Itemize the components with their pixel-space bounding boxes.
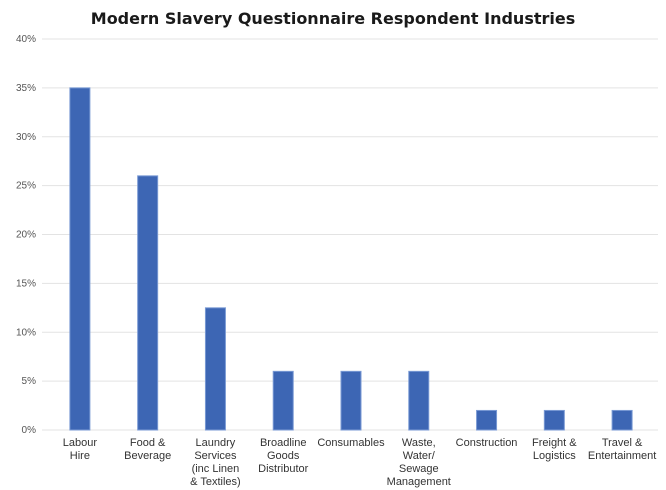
x-tick-label: Labour Hire	[63, 437, 98, 462]
y-axis-ticks: 0% 5% 10% 15% 20% 25% 30% 35% 40%	[16, 34, 36, 436]
x-tick-label-line: Freight &	[532, 437, 577, 449]
y-tick-label: 25%	[16, 181, 36, 192]
x-tick-label: Freight & Logistics	[532, 437, 577, 462]
bar	[477, 410, 497, 430]
y-tick-label: 10%	[16, 327, 36, 338]
x-tick-label: Construction	[456, 437, 518, 449]
x-tick-label-line: Broadline	[260, 437, 306, 449]
x-tick-label-line: (inc Linen	[192, 463, 240, 475]
x-tick-label-line: Sewage	[399, 463, 439, 475]
x-tick-label: Consumables	[317, 437, 385, 449]
bar	[273, 371, 293, 430]
y-tick-label: 30%	[16, 132, 36, 143]
x-tick-label-line: Consumables	[317, 437, 385, 449]
x-tick-label: Travel & Entertainment	[588, 437, 656, 462]
x-tick-label-line: Construction	[456, 437, 518, 449]
bar	[138, 176, 158, 430]
chart-title: Modern Slavery Questionnaire Respondent …	[91, 9, 575, 28]
x-tick-label: Broadline Goods Distributor	[258, 437, 308, 475]
x-tick-label-line: Distributor	[258, 463, 308, 475]
x-tick-label-line: Entertainment	[588, 450, 656, 462]
x-tick-label-line: Food &	[130, 437, 166, 449]
x-tick-label-line: Labour	[63, 437, 98, 449]
x-tick-label-line: & Textiles)	[190, 476, 241, 488]
bar	[205, 308, 225, 430]
x-tick-label-line: Laundry	[196, 437, 236, 449]
x-tick-label-line: Services	[194, 450, 237, 462]
bar	[409, 371, 429, 430]
x-tick-label-line: Hire	[70, 450, 90, 462]
x-tick-label: Laundry Services (inc Linen & Textiles)	[190, 437, 241, 488]
x-tick-label-line: Management	[387, 476, 451, 488]
y-tick-label: 0%	[22, 425, 37, 436]
x-tick-label: Food & Beverage	[124, 437, 171, 462]
bar	[612, 410, 632, 430]
x-tick-label-line: Goods	[267, 450, 300, 462]
x-tick-label-line: Travel &	[602, 437, 643, 449]
x-axis-ticks: Labour Hire Food & Beverage Laundry Services(…	[63, 437, 657, 488]
y-tick-label: 15%	[16, 278, 36, 289]
y-tick-label: 35%	[16, 83, 36, 94]
bar	[341, 371, 361, 430]
bars	[70, 88, 632, 430]
y-tick-label: 5%	[22, 376, 37, 387]
y-tick-label: 40%	[16, 34, 36, 45]
bar	[70, 88, 90, 430]
x-tick-label-line: Logistics	[533, 450, 576, 462]
x-tick-label-line: Beverage	[124, 450, 171, 462]
x-tick-label-line: Water/	[403, 450, 436, 462]
x-tick-label-line: Waste,	[402, 437, 436, 449]
y-tick-label: 20%	[16, 230, 36, 241]
bar	[544, 410, 564, 430]
x-tick-label: Waste, Water/Sewage Management	[387, 437, 451, 488]
